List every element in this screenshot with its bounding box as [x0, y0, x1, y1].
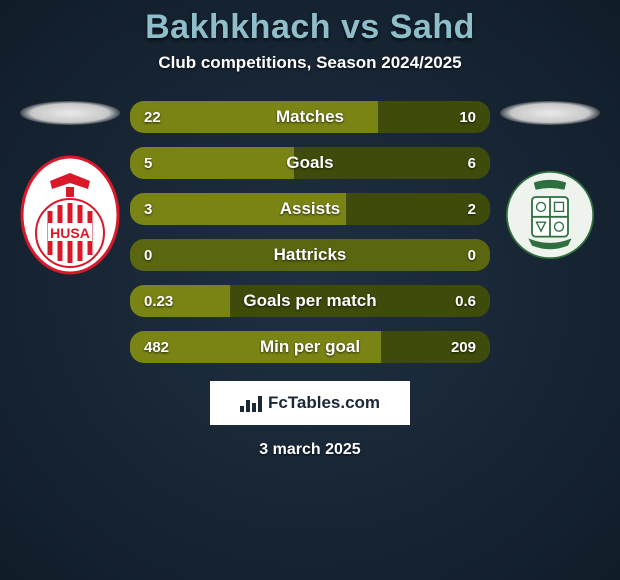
stat-row: 22Matches10 — [130, 101, 490, 133]
page-title: Bakhkhach vs Sahd — [0, 8, 620, 47]
watermark-chart-icon — [240, 394, 262, 412]
stat-bar-right — [294, 147, 490, 179]
stat-row: 3Assists2 — [130, 193, 490, 225]
main-row: HUSA 22Matches10 5Goals6 3Assists2 0Hattric… — [0, 101, 620, 363]
watermark-text: FcTables.com — [268, 393, 380, 413]
stat-bar-right — [378, 101, 491, 133]
stat-bar-right — [381, 331, 490, 363]
svg-text:HUSA: HUSA — [50, 225, 90, 241]
shadow-ellipse-right — [500, 101, 600, 125]
left-team-crest: HUSA — [20, 155, 120, 275]
stat-value-right: 0 — [468, 239, 476, 271]
shadow-ellipse-left — [20, 101, 120, 125]
stats-column: 22Matches10 5Goals6 3Assists2 0Hattricks0 0.… — [130, 101, 490, 363]
right-team-column — [490, 101, 610, 275]
stat-row: 482Min per goal209 — [130, 331, 490, 363]
stat-label: Hattricks — [130, 239, 490, 271]
right-team-crest — [500, 155, 600, 275]
stat-row: 5Goals6 — [130, 147, 490, 179]
stat-bar-left — [130, 331, 381, 363]
stat-bar-left — [130, 285, 230, 317]
stat-row: 0.23Goals per match0.6 — [130, 285, 490, 317]
watermark: FcTables.com — [210, 381, 410, 425]
stat-bar-right — [346, 193, 490, 225]
subtitle: Club competitions, Season 2024/2025 — [0, 53, 620, 73]
stat-bar-left — [130, 193, 346, 225]
left-team-column: HUSA — [10, 101, 130, 275]
footer-date: 3 march 2025 — [0, 441, 620, 459]
stat-bar-left — [130, 101, 378, 133]
stat-value-left: 0 — [144, 239, 152, 271]
comparison-card: Bakhkhach vs Sahd Club competitions, Sea… — [0, 0, 620, 580]
stat-bar-left — [130, 147, 294, 179]
stat-bar-right — [230, 285, 490, 317]
stat-row: 0Hattricks0 — [130, 239, 490, 271]
